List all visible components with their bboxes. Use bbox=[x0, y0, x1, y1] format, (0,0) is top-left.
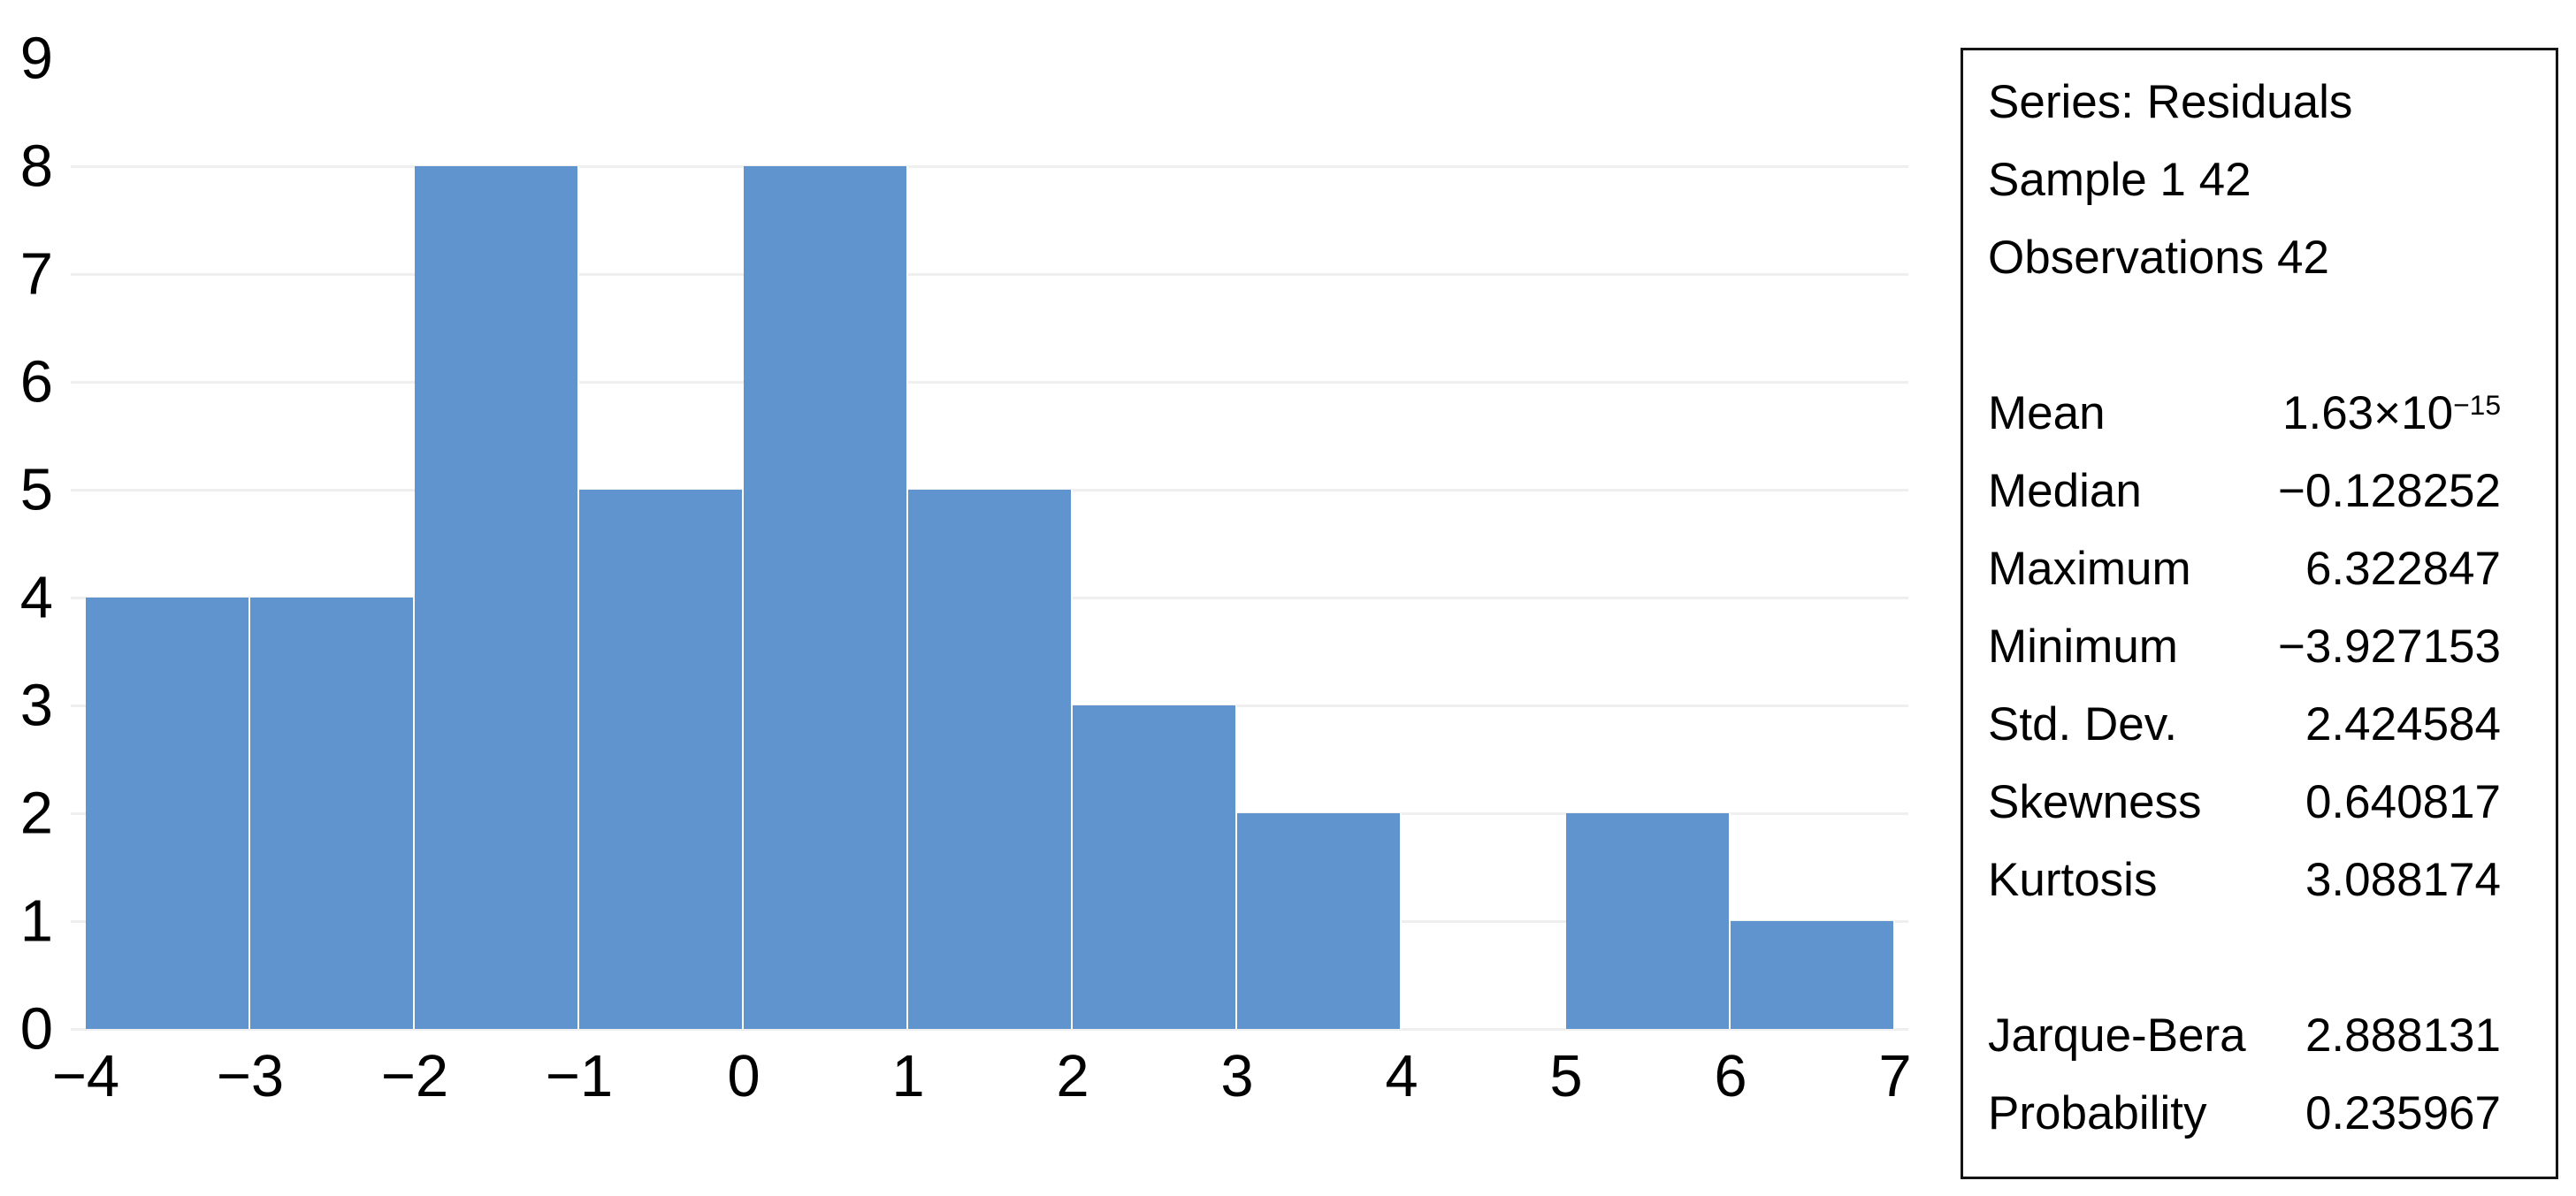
stat-value: 0.235967 bbox=[2305, 1087, 2501, 1139]
y-tick-label: 4 bbox=[19, 564, 53, 631]
x-tick-label: 4 bbox=[1385, 1043, 1418, 1109]
stats-spacer bbox=[1988, 919, 2501, 997]
stat-row-jarque-bera: Jarque-Bera 2.888131 bbox=[1988, 997, 2501, 1075]
stat-value-base: 1.63×10 bbox=[2282, 387, 2454, 439]
histogram-bar bbox=[250, 598, 415, 1029]
histogram-bar bbox=[1073, 705, 1237, 1029]
stat-value: −0.128252 bbox=[2277, 465, 2501, 517]
x-tick-label: −2 bbox=[380, 1043, 449, 1109]
y-tick-label: 5 bbox=[19, 456, 53, 523]
x-tick-label: 0 bbox=[727, 1043, 761, 1109]
stat-label: Minimum bbox=[1988, 621, 2178, 673]
stat-label: Jarque-Bera bbox=[1988, 1009, 2246, 1062]
stats-series-line: Series: Residuals bbox=[1988, 76, 2353, 128]
histogram-bar bbox=[415, 166, 579, 1029]
stat-row-skewness: Skewness 0.640817 bbox=[1988, 764, 2501, 842]
stat-value: 6.322847 bbox=[2305, 543, 2501, 595]
x-tick-label: 2 bbox=[1056, 1043, 1089, 1109]
stat-value: −3.927153 bbox=[2277, 621, 2501, 673]
gridline bbox=[71, 381, 1908, 384]
y-tick-label: 1 bbox=[19, 887, 53, 955]
x-tick-label: 6 bbox=[1714, 1043, 1747, 1109]
stat-row-maximum: Maximum 6.322847 bbox=[1988, 530, 2501, 608]
y-tick-label: 3 bbox=[19, 672, 53, 739]
stat-row-median: Median −0.128252 bbox=[1988, 453, 2501, 530]
x-tick-label: −4 bbox=[51, 1043, 120, 1109]
stat-label: Kurtosis bbox=[1988, 854, 2158, 906]
stat-label: Median bbox=[1988, 465, 2142, 517]
stat-label: Mean bbox=[1988, 387, 2106, 439]
y-tick-label: 0 bbox=[19, 995, 53, 1063]
stats-spacer bbox=[1988, 297, 2501, 375]
stats-panel: Series: Residuals Sample 1 42 Observatio… bbox=[1961, 48, 2558, 1179]
y-tick-label: 6 bbox=[19, 348, 53, 415]
x-tick-label: 5 bbox=[1549, 1043, 1583, 1109]
stats-sample-line: Sample 1 42 bbox=[1988, 154, 2251, 206]
histogram-bar bbox=[579, 490, 744, 1029]
stat-row-probability: Probability 0.235967 bbox=[1988, 1075, 2501, 1153]
x-tick-label: 3 bbox=[1220, 1043, 1254, 1109]
stat-value: 3.088174 bbox=[2305, 854, 2501, 906]
x-tick-label: −3 bbox=[216, 1043, 285, 1109]
y-tick-label: 7 bbox=[19, 240, 53, 308]
stat-label: Maximum bbox=[1988, 543, 2191, 595]
stat-label: Std. Dev. bbox=[1988, 698, 2178, 750]
x-tick-label: 1 bbox=[891, 1043, 925, 1109]
histogram-bar bbox=[86, 598, 250, 1029]
stat-label: Probability bbox=[1988, 1087, 2207, 1139]
stat-row-minimum: Minimum −3.927153 bbox=[1988, 608, 2501, 686]
stat-value: 1.63×10−15 bbox=[2282, 375, 2501, 453]
gridline bbox=[71, 1028, 1908, 1031]
histogram-bar bbox=[1566, 813, 1731, 1029]
histogram-bar bbox=[1731, 921, 1895, 1029]
x-tick-label: −1 bbox=[545, 1043, 614, 1109]
stats-observations-line: Observations 42 bbox=[1988, 232, 2329, 284]
stat-label: Skewness bbox=[1988, 776, 2202, 828]
stat-row-std-dev: Std. Dev. 2.424584 bbox=[1988, 686, 2501, 764]
gridline bbox=[71, 165, 1908, 168]
histogram-bar bbox=[744, 166, 908, 1029]
y-tick-label: 9 bbox=[19, 25, 53, 92]
histogram-bar bbox=[908, 490, 1073, 1029]
stat-value: 2.888131 bbox=[2305, 1009, 2501, 1062]
stat-value: 2.424584 bbox=[2305, 698, 2501, 750]
stat-value-exponent: −15 bbox=[2453, 389, 2501, 422]
stat-row-kurtosis: Kurtosis 3.088174 bbox=[1988, 842, 2501, 919]
stat-row-mean: Mean 1.63×10−15 bbox=[1988, 375, 2501, 453]
y-tick-label: 2 bbox=[19, 780, 53, 847]
x-tick-label: 7 bbox=[1878, 1043, 1912, 1109]
y-tick-label: 8 bbox=[19, 133, 53, 200]
histogram-bar bbox=[1237, 813, 1402, 1029]
gridline bbox=[71, 273, 1908, 276]
stat-value: 0.640817 bbox=[2305, 776, 2501, 828]
